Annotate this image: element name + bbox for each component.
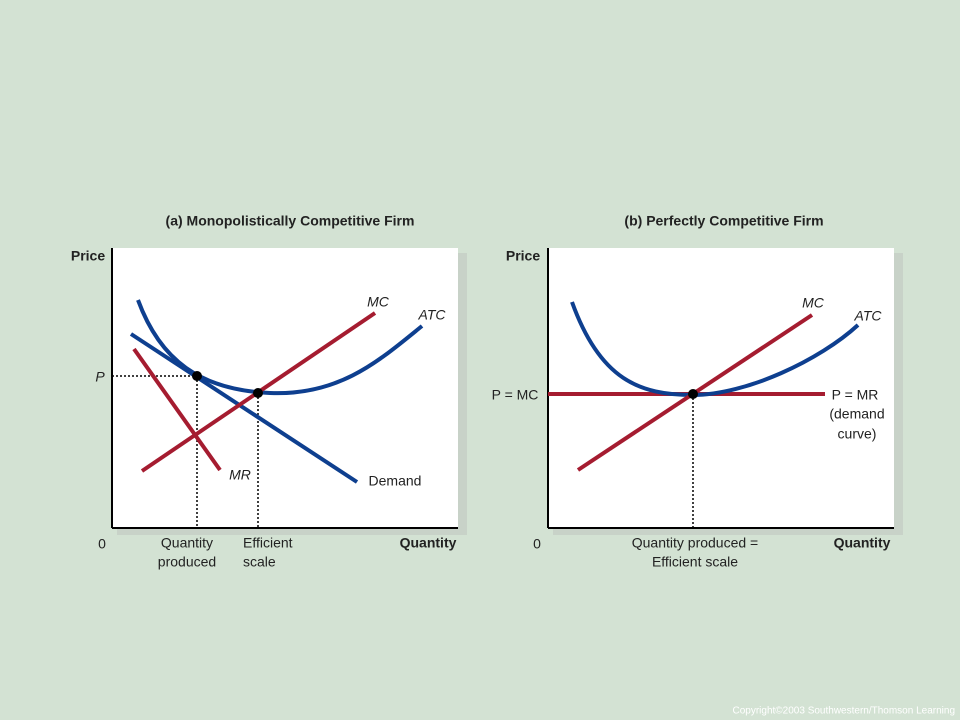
- x-axis-label: Quantity: [834, 535, 891, 551]
- curve-note: curve): [838, 426, 877, 442]
- quantity-label: produced: [158, 554, 216, 570]
- quantity-label: scale: [243, 554, 276, 570]
- origin-label: 0: [533, 536, 541, 552]
- point: [253, 388, 263, 398]
- curve-label: ATC: [418, 307, 447, 323]
- quantity-label: Quantity: [161, 535, 213, 551]
- demand-curve: [129, 332, 359, 484]
- copyright: Copyright©2003 Southwestern/Thomson Lear…: [733, 706, 956, 717]
- atc-curve: [136, 299, 424, 396]
- point: [688, 389, 698, 399]
- plot-area: [548, 248, 894, 528]
- point: [192, 371, 202, 381]
- panel-title: (a) Monopolistically Competitive Firm: [166, 213, 415, 229]
- curve-note: (demand: [829, 406, 884, 422]
- plot-area: [112, 248, 458, 528]
- price-label: P: [95, 369, 105, 385]
- curve-label: P = MR: [832, 387, 879, 403]
- quantity-label: Efficient scale: [652, 554, 738, 570]
- x-axis-label: Quantity: [400, 535, 457, 551]
- panel-title: (b) Perfectly Competitive Firm: [624, 213, 823, 229]
- curve-label: ATC: [854, 308, 883, 324]
- price-label: P = MC: [492, 387, 539, 403]
- origin-label: 0: [98, 536, 106, 552]
- quantity-label: Efficient: [243, 535, 293, 551]
- curve-label: Demand: [369, 473, 422, 489]
- curve-label: MC: [802, 295, 825, 311]
- y-axis-label: Price: [71, 248, 105, 264]
- mr-curve: [132, 347, 222, 472]
- curve-label: MR: [229, 467, 251, 483]
- y-axis-label: Price: [506, 248, 540, 264]
- quantity-label: Quantity produced =: [632, 535, 758, 551]
- curve-label: MC: [367, 294, 390, 310]
